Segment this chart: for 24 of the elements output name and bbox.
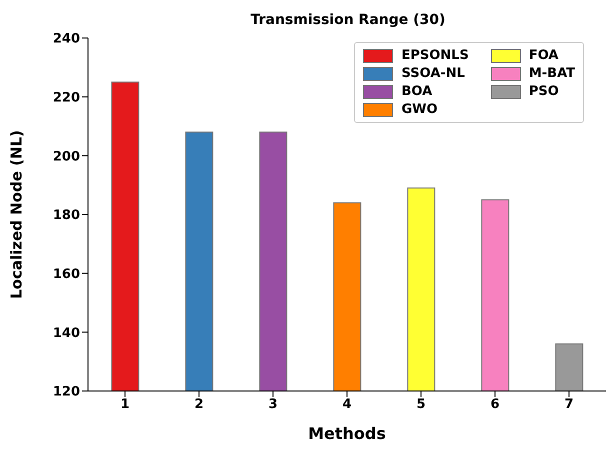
y-tick-label: 160: [52, 266, 80, 282]
y-tick-label: 240: [52, 32, 80, 47]
x-tick-label: 6: [490, 397, 500, 412]
x-tick-label: 5: [416, 397, 426, 412]
legend-label: GWO: [401, 102, 438, 117]
y-tick-label: 200: [52, 149, 80, 164]
legend-label: EPSONLS: [401, 48, 469, 63]
legend-label: PSO: [528, 84, 559, 99]
y-tick-label: 140: [52, 326, 80, 341]
legend-label: BOA: [401, 84, 432, 99]
legend-label: SSOA-NL: [401, 66, 465, 81]
x-tick-label: 1: [120, 397, 130, 412]
y-tick-label: 120: [52, 384, 80, 400]
chart-title: Transmission Range (30): [250, 12, 446, 28]
x-tick-label: 7: [564, 397, 574, 412]
x-tick-label: 3: [268, 397, 278, 412]
y-axis-title: Localized Node (NL): [7, 130, 26, 299]
y-tick-label: 180: [52, 208, 80, 224]
x-tick-label: 2: [194, 397, 204, 412]
y-tick-label: 220: [52, 90, 80, 106]
x-axis-title: Methods: [308, 424, 386, 443]
legend-label: FOA: [528, 48, 558, 63]
x-tick-label: 4: [342, 397, 352, 412]
legend-label: M-BAT: [528, 66, 575, 81]
